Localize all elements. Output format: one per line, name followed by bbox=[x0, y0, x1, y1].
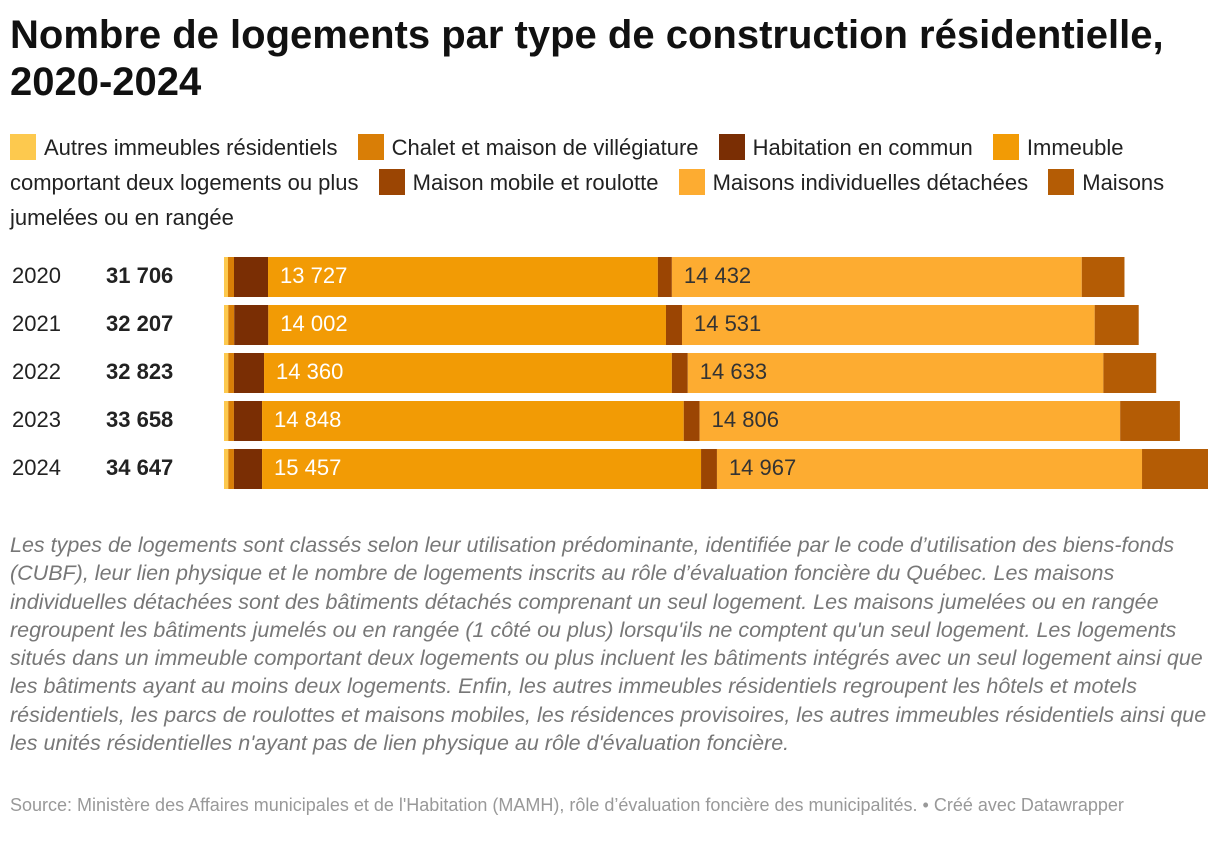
bar-segment bbox=[1081, 257, 1125, 297]
total-label: 31 706 bbox=[106, 263, 173, 288]
bar-segment bbox=[224, 449, 229, 489]
legend-label: Immeuble comportant deux logements ou pl… bbox=[10, 135, 1124, 195]
legend: Autres immeubles résidentiels Chalet et … bbox=[10, 130, 1210, 235]
legend-swatch bbox=[357, 134, 384, 160]
category-label: 2022 bbox=[12, 359, 61, 384]
total-label: 32 207 bbox=[106, 311, 173, 336]
bar-segment bbox=[716, 449, 1143, 489]
legend-label: Chalet et maison de villégiature bbox=[391, 135, 699, 160]
bar-segment bbox=[228, 305, 235, 345]
value-label: 14 531 bbox=[694, 311, 761, 336]
bar-segment bbox=[233, 353, 265, 393]
bar-segment bbox=[699, 401, 1121, 441]
legend-item: Maisons individuelles détachées bbox=[678, 169, 1029, 195]
value-label: 14 432 bbox=[684, 263, 751, 288]
category-label: 2021 bbox=[12, 311, 61, 336]
bar-segment bbox=[268, 305, 666, 345]
bar-segment bbox=[268, 257, 658, 297]
bar-segment bbox=[234, 305, 269, 345]
category-label: 2024 bbox=[12, 455, 61, 480]
legend-item: Immeuble comportant deux logements ou pl… bbox=[10, 134, 1124, 195]
bar-segment bbox=[224, 305, 229, 345]
value-label: 13 727 bbox=[280, 263, 347, 288]
bar-segment bbox=[228, 257, 234, 297]
value-label: 14 806 bbox=[712, 407, 779, 432]
bar-segment bbox=[228, 449, 234, 489]
bar-segment bbox=[1120, 401, 1180, 441]
value-label: 14 848 bbox=[274, 407, 341, 432]
legend-label: Habitation en commun bbox=[752, 135, 973, 160]
bar-segment bbox=[681, 305, 1095, 345]
bar-segment bbox=[665, 305, 682, 345]
legend-swatch bbox=[10, 134, 36, 160]
legend-item: Habitation en commun bbox=[718, 134, 973, 160]
total-label: 34 647 bbox=[106, 455, 173, 480]
legend-item: Chalet et maison de villégiature bbox=[357, 134, 699, 160]
legend-swatch bbox=[378, 169, 405, 195]
legend-swatch bbox=[678, 169, 705, 195]
source: Source: Ministère des Affaires municipal… bbox=[10, 795, 1124, 815]
bar-segment bbox=[262, 449, 702, 489]
bar-segment bbox=[224, 257, 229, 297]
bar-segment bbox=[228, 401, 234, 441]
chart: 2020 31 706 13 727 14 432 2021 32 207 14 002 14… bbox=[12, 257, 1208, 489]
legend-item: Maison mobile et roulotte bbox=[378, 169, 659, 195]
bar-segment bbox=[224, 353, 229, 393]
notes: Les types de logements sont classés selo… bbox=[10, 533, 1207, 756]
total-label: 32 823 bbox=[106, 359, 173, 384]
value-label: 14 633 bbox=[700, 359, 767, 384]
value-label: 14 967 bbox=[729, 455, 796, 480]
category-label: 2020 bbox=[12, 263, 61, 288]
category-label: 2023 bbox=[12, 407, 61, 432]
legend-label: Maison mobile et roulotte bbox=[412, 170, 659, 195]
legend-swatch bbox=[1048, 169, 1075, 195]
total-label: 33 658 bbox=[106, 407, 173, 432]
bar-segment bbox=[683, 401, 700, 441]
value-label: 15 457 bbox=[274, 455, 341, 480]
legend-swatch bbox=[718, 134, 745, 160]
legend-label: Autres immeubles résidentiels bbox=[44, 135, 338, 160]
legend-label: Maisons individuelles détachées bbox=[712, 170, 1029, 195]
chart-title: Nombre de logements par type de construc… bbox=[10, 13, 1164, 104]
bar-segment bbox=[657, 257, 672, 297]
bar-segment bbox=[233, 401, 263, 441]
bar-segment bbox=[262, 401, 684, 441]
value-label: 14 360 bbox=[276, 359, 343, 384]
bar-segment bbox=[701, 449, 717, 489]
bar-segment bbox=[233, 449, 263, 489]
bar-segment bbox=[1142, 449, 1208, 489]
bar-segment bbox=[264, 353, 672, 393]
bar-segment bbox=[671, 353, 688, 393]
legend-item: Autres immeubles résidentiels bbox=[10, 134, 338, 160]
bar-segment bbox=[671, 257, 1082, 297]
bar-segment bbox=[224, 401, 229, 441]
legend-item: Maisons jumelées ou en rangée bbox=[10, 169, 1165, 230]
legend-label: Maisons jumelées ou en rangée bbox=[10, 170, 1165, 230]
bar-segment bbox=[228, 353, 234, 393]
bar-segment bbox=[233, 257, 269, 297]
bar-segment bbox=[1094, 305, 1139, 345]
bar-segment bbox=[1103, 353, 1157, 393]
bar-segment bbox=[687, 353, 1104, 393]
value-label: 14 002 bbox=[280, 311, 347, 336]
legend-swatch bbox=[992, 134, 1019, 160]
